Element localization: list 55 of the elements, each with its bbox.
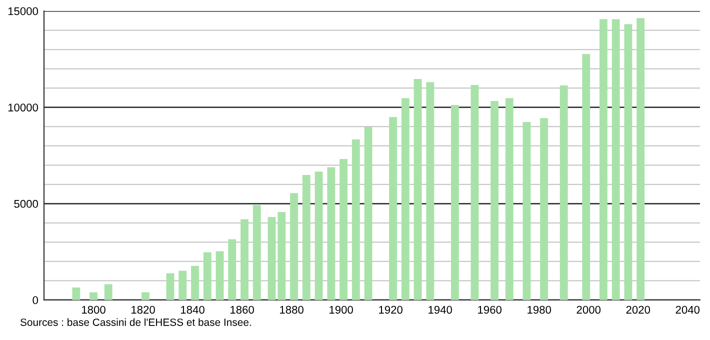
bar	[240, 219, 248, 300]
bar	[560, 85, 568, 300]
bar	[178, 270, 187, 300]
bar	[490, 100, 498, 300]
bar	[252, 205, 261, 300]
x-tick-label: 1960	[478, 306, 502, 314]
bar	[290, 193, 298, 300]
x-tick-label: 2000	[576, 306, 601, 314]
bar	[582, 54, 590, 300]
bar	[540, 118, 548, 300]
bar	[191, 266, 199, 300]
bar	[314, 172, 323, 300]
y-tick-label: 15000	[8, 7, 38, 16]
bar	[203, 252, 212, 300]
bar	[268, 216, 276, 300]
bar	[636, 18, 645, 300]
y-tick-label: 0	[32, 296, 38, 304]
bar	[327, 167, 336, 300]
x-tick-label: 1820	[132, 306, 155, 314]
bar	[612, 19, 620, 300]
bar	[228, 239, 236, 300]
x-tick-label: 1880	[280, 306, 304, 314]
bar	[278, 212, 286, 300]
bar	[401, 98, 410, 300]
bar	[340, 158, 348, 300]
x-tick-label: 1840	[181, 306, 204, 314]
bar	[166, 273, 174, 300]
x-tick-label: 2020	[626, 306, 650, 314]
x-tick-label: 1920	[379, 306, 402, 314]
x-tick-label: 1980	[528, 306, 552, 314]
bar	[364, 126, 372, 300]
bar	[599, 19, 608, 300]
y-tick-label: 10000	[8, 104, 38, 112]
x-tick-label: 1860	[230, 306, 254, 314]
bar	[90, 292, 98, 300]
y-tick-label: 5000	[14, 200, 38, 208]
bar	[302, 174, 310, 300]
bar	[72, 287, 80, 300]
bar	[352, 139, 360, 300]
x-tick-label: 1900	[330, 306, 353, 314]
bar	[470, 84, 479, 300]
bar	[142, 292, 150, 300]
source-note: Sources : base Cassini de l'EHESS et base Insee.	[20, 318, 251, 326]
bar	[216, 251, 224, 300]
bar	[450, 105, 459, 300]
x-tick-label: 1800	[82, 306, 106, 314]
x-tick-label: 1940	[428, 306, 452, 314]
bar	[104, 284, 112, 300]
bar	[426, 82, 434, 300]
bar	[389, 116, 397, 300]
bar	[505, 98, 514, 300]
bar	[414, 79, 422, 300]
bar	[624, 24, 632, 300]
bar	[522, 122, 531, 300]
x-tick-label: 2040	[676, 306, 700, 314]
